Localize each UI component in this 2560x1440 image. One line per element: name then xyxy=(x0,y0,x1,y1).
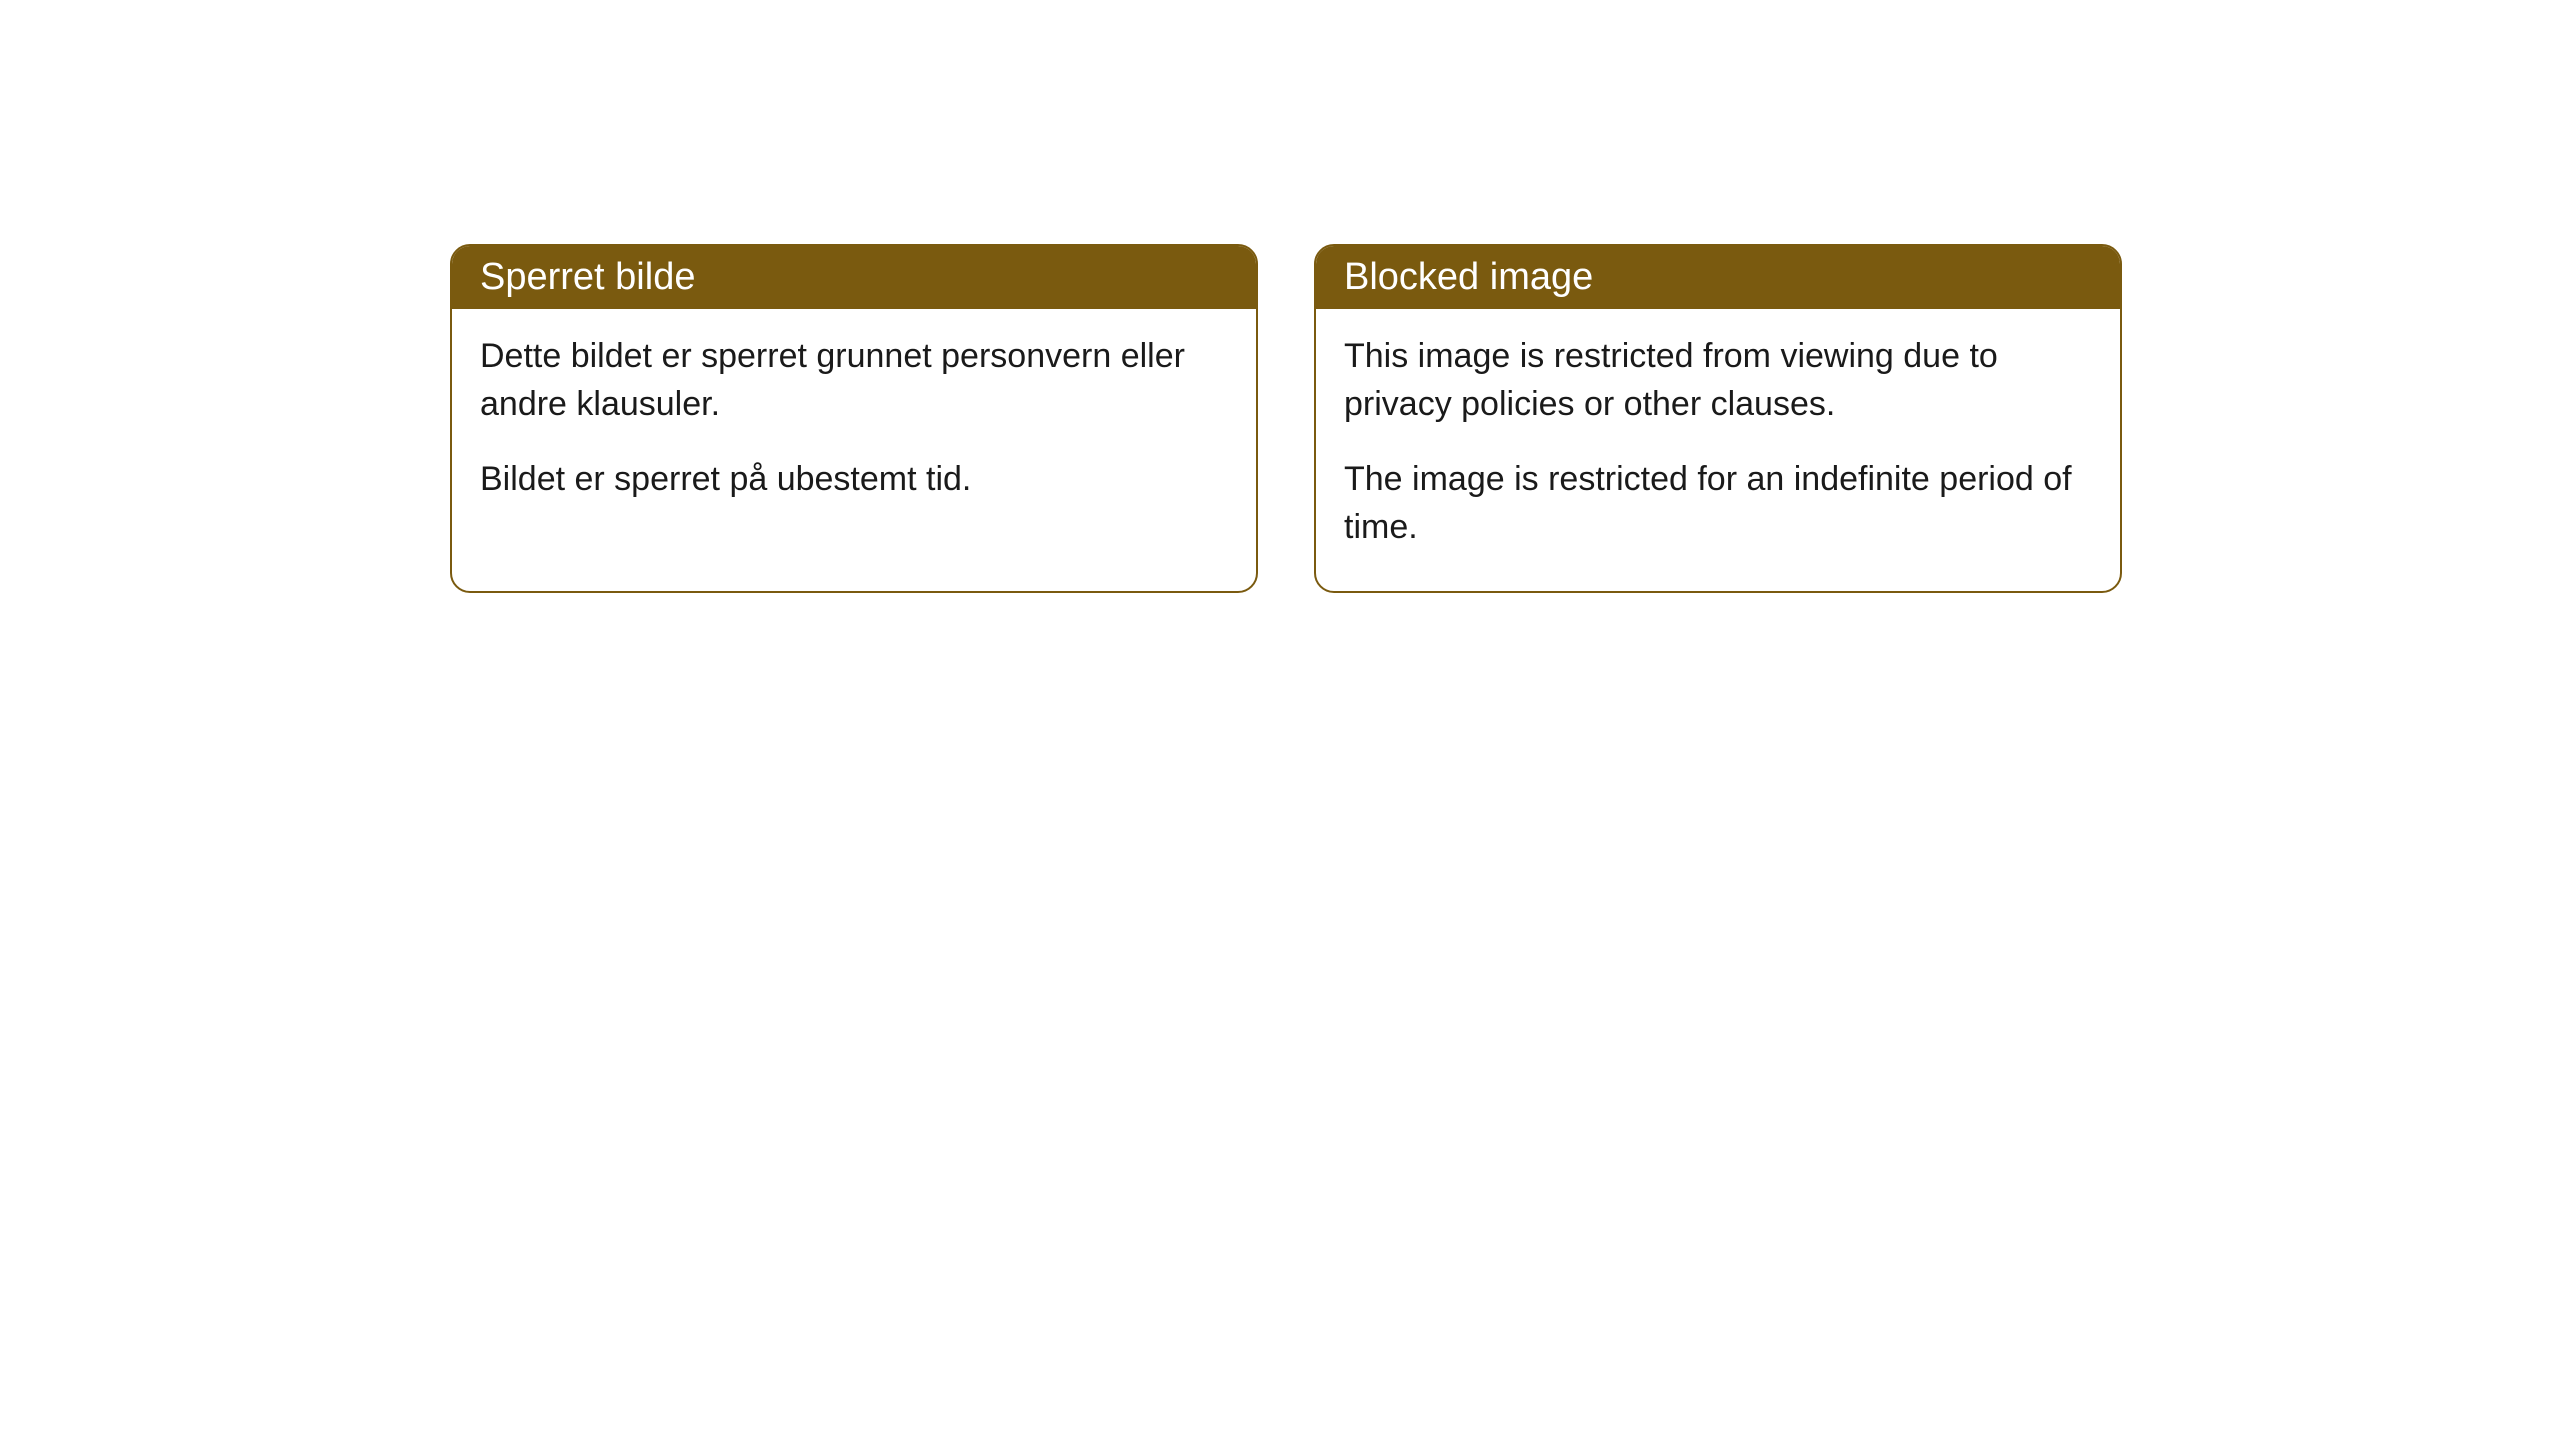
info-card-english: Blocked image This image is restricted f… xyxy=(1314,244,2122,593)
card-body: This image is restricted from viewing du… xyxy=(1316,309,2120,591)
card-paragraph-2: The image is restricted for an indefinit… xyxy=(1344,456,2092,551)
cards-container: Sperret bilde Dette bildet er sperret gr… xyxy=(450,244,2122,593)
card-title: Sperret bilde xyxy=(480,256,695,298)
card-paragraph-1: Dette bildet er sperret grunnet personve… xyxy=(480,333,1228,428)
card-title: Blocked image xyxy=(1344,256,1593,298)
card-paragraph-2: Bildet er sperret på ubestemt tid. xyxy=(480,456,1228,504)
card-header: Sperret bilde xyxy=(452,246,1256,309)
card-paragraph-1: This image is restricted from viewing du… xyxy=(1344,333,2092,428)
card-header: Blocked image xyxy=(1316,246,2120,309)
card-body: Dette bildet er sperret grunnet personve… xyxy=(452,309,1256,544)
info-card-norwegian: Sperret bilde Dette bildet er sperret gr… xyxy=(450,244,1258,593)
